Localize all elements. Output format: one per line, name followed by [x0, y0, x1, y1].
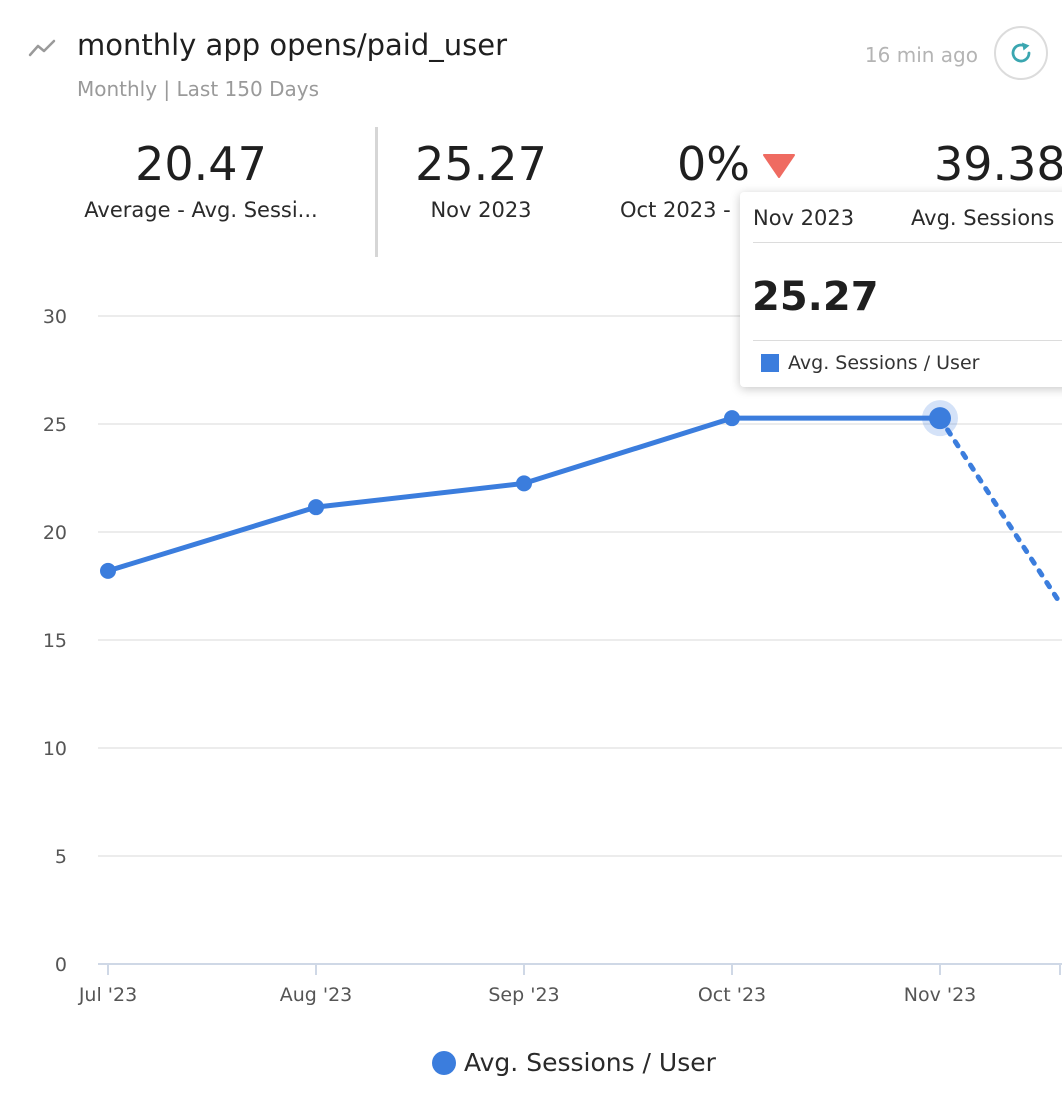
data-point	[724, 410, 740, 427]
x-tick-label: Aug '23	[280, 984, 353, 1006]
x-tick-label: Oct '23	[698, 984, 766, 1006]
kpi-average-value: 20.47	[135, 137, 267, 191]
y-tick-label: 20	[43, 522, 67, 544]
kpi-other-value: 39.38	[934, 137, 1062, 191]
trend-line-icon	[28, 39, 56, 57]
y-tick-label: 5	[55, 846, 67, 868]
y-tick-label: 30	[43, 306, 67, 328]
chart-subtitle: Monthly | Last 150 Days	[77, 77, 319, 101]
kpi-change: 0% Oct 2023 -	[615, 136, 815, 222]
y-tick-label: 10	[43, 738, 67, 760]
data-point-highlighted	[929, 407, 951, 430]
data-point	[100, 562, 116, 579]
y-tick-label: 0	[55, 954, 67, 976]
kpi-change-value: 0%	[677, 137, 750, 191]
kpi-latest: 25.27 Nov 2023	[400, 136, 562, 222]
kpi-latest-value: 25.27	[415, 137, 547, 191]
tooltip-series-swatch	[761, 354, 779, 372]
chart-tooltip: Nov 2023 Avg. Sessions 25.27 Avg. Sessio…	[740, 192, 1062, 387]
kpi-change-label: Oct 2023 -	[620, 198, 731, 222]
refresh-icon	[1011, 42, 1031, 63]
y-tick-label: 15	[43, 630, 67, 652]
data-point	[308, 499, 324, 516]
data-point	[516, 475, 532, 492]
tooltip-divider-bottom	[753, 340, 1062, 341]
kpi-latest-label: Nov 2023	[430, 198, 532, 222]
x-tick-label: Jul '23	[78, 984, 137, 1006]
chart-legend[interactable]: Avg. Sessions / User	[432, 1048, 716, 1077]
series-line	[105, 415, 943, 574]
tooltip-date: Nov 2023	[753, 206, 855, 230]
tooltip-series-header: Avg. Sessions	[911, 206, 1055, 230]
kpi-average: 20.47 Average - Avg. Sessi...	[70, 136, 332, 222]
kpi-other: 39.38	[930, 136, 1062, 198]
refresh-button[interactable]	[994, 26, 1048, 80]
last-updated-text: 16 min ago	[864, 43, 978, 67]
y-tick-label: 25	[43, 414, 67, 436]
kpi-average-label: Average - Avg. Sessi...	[84, 198, 318, 222]
tooltip-series-label: Avg. Sessions / User	[788, 352, 980, 374]
kpi-divider	[375, 127, 378, 257]
trend-down-icon	[763, 154, 795, 178]
x-tick-label: Sep '23	[488, 984, 559, 1006]
x-tick-label: Nov '23	[904, 984, 977, 1006]
legend-label: Avg. Sessions / User	[464, 1048, 716, 1077]
legend-marker	[432, 1050, 456, 1075]
chart-title[interactable]: monthly app opens/paid_user	[77, 28, 508, 62]
tooltip-value: 25.27	[752, 274, 879, 320]
tooltip-divider	[753, 242, 1062, 243]
projection-line	[937, 415, 1062, 609]
